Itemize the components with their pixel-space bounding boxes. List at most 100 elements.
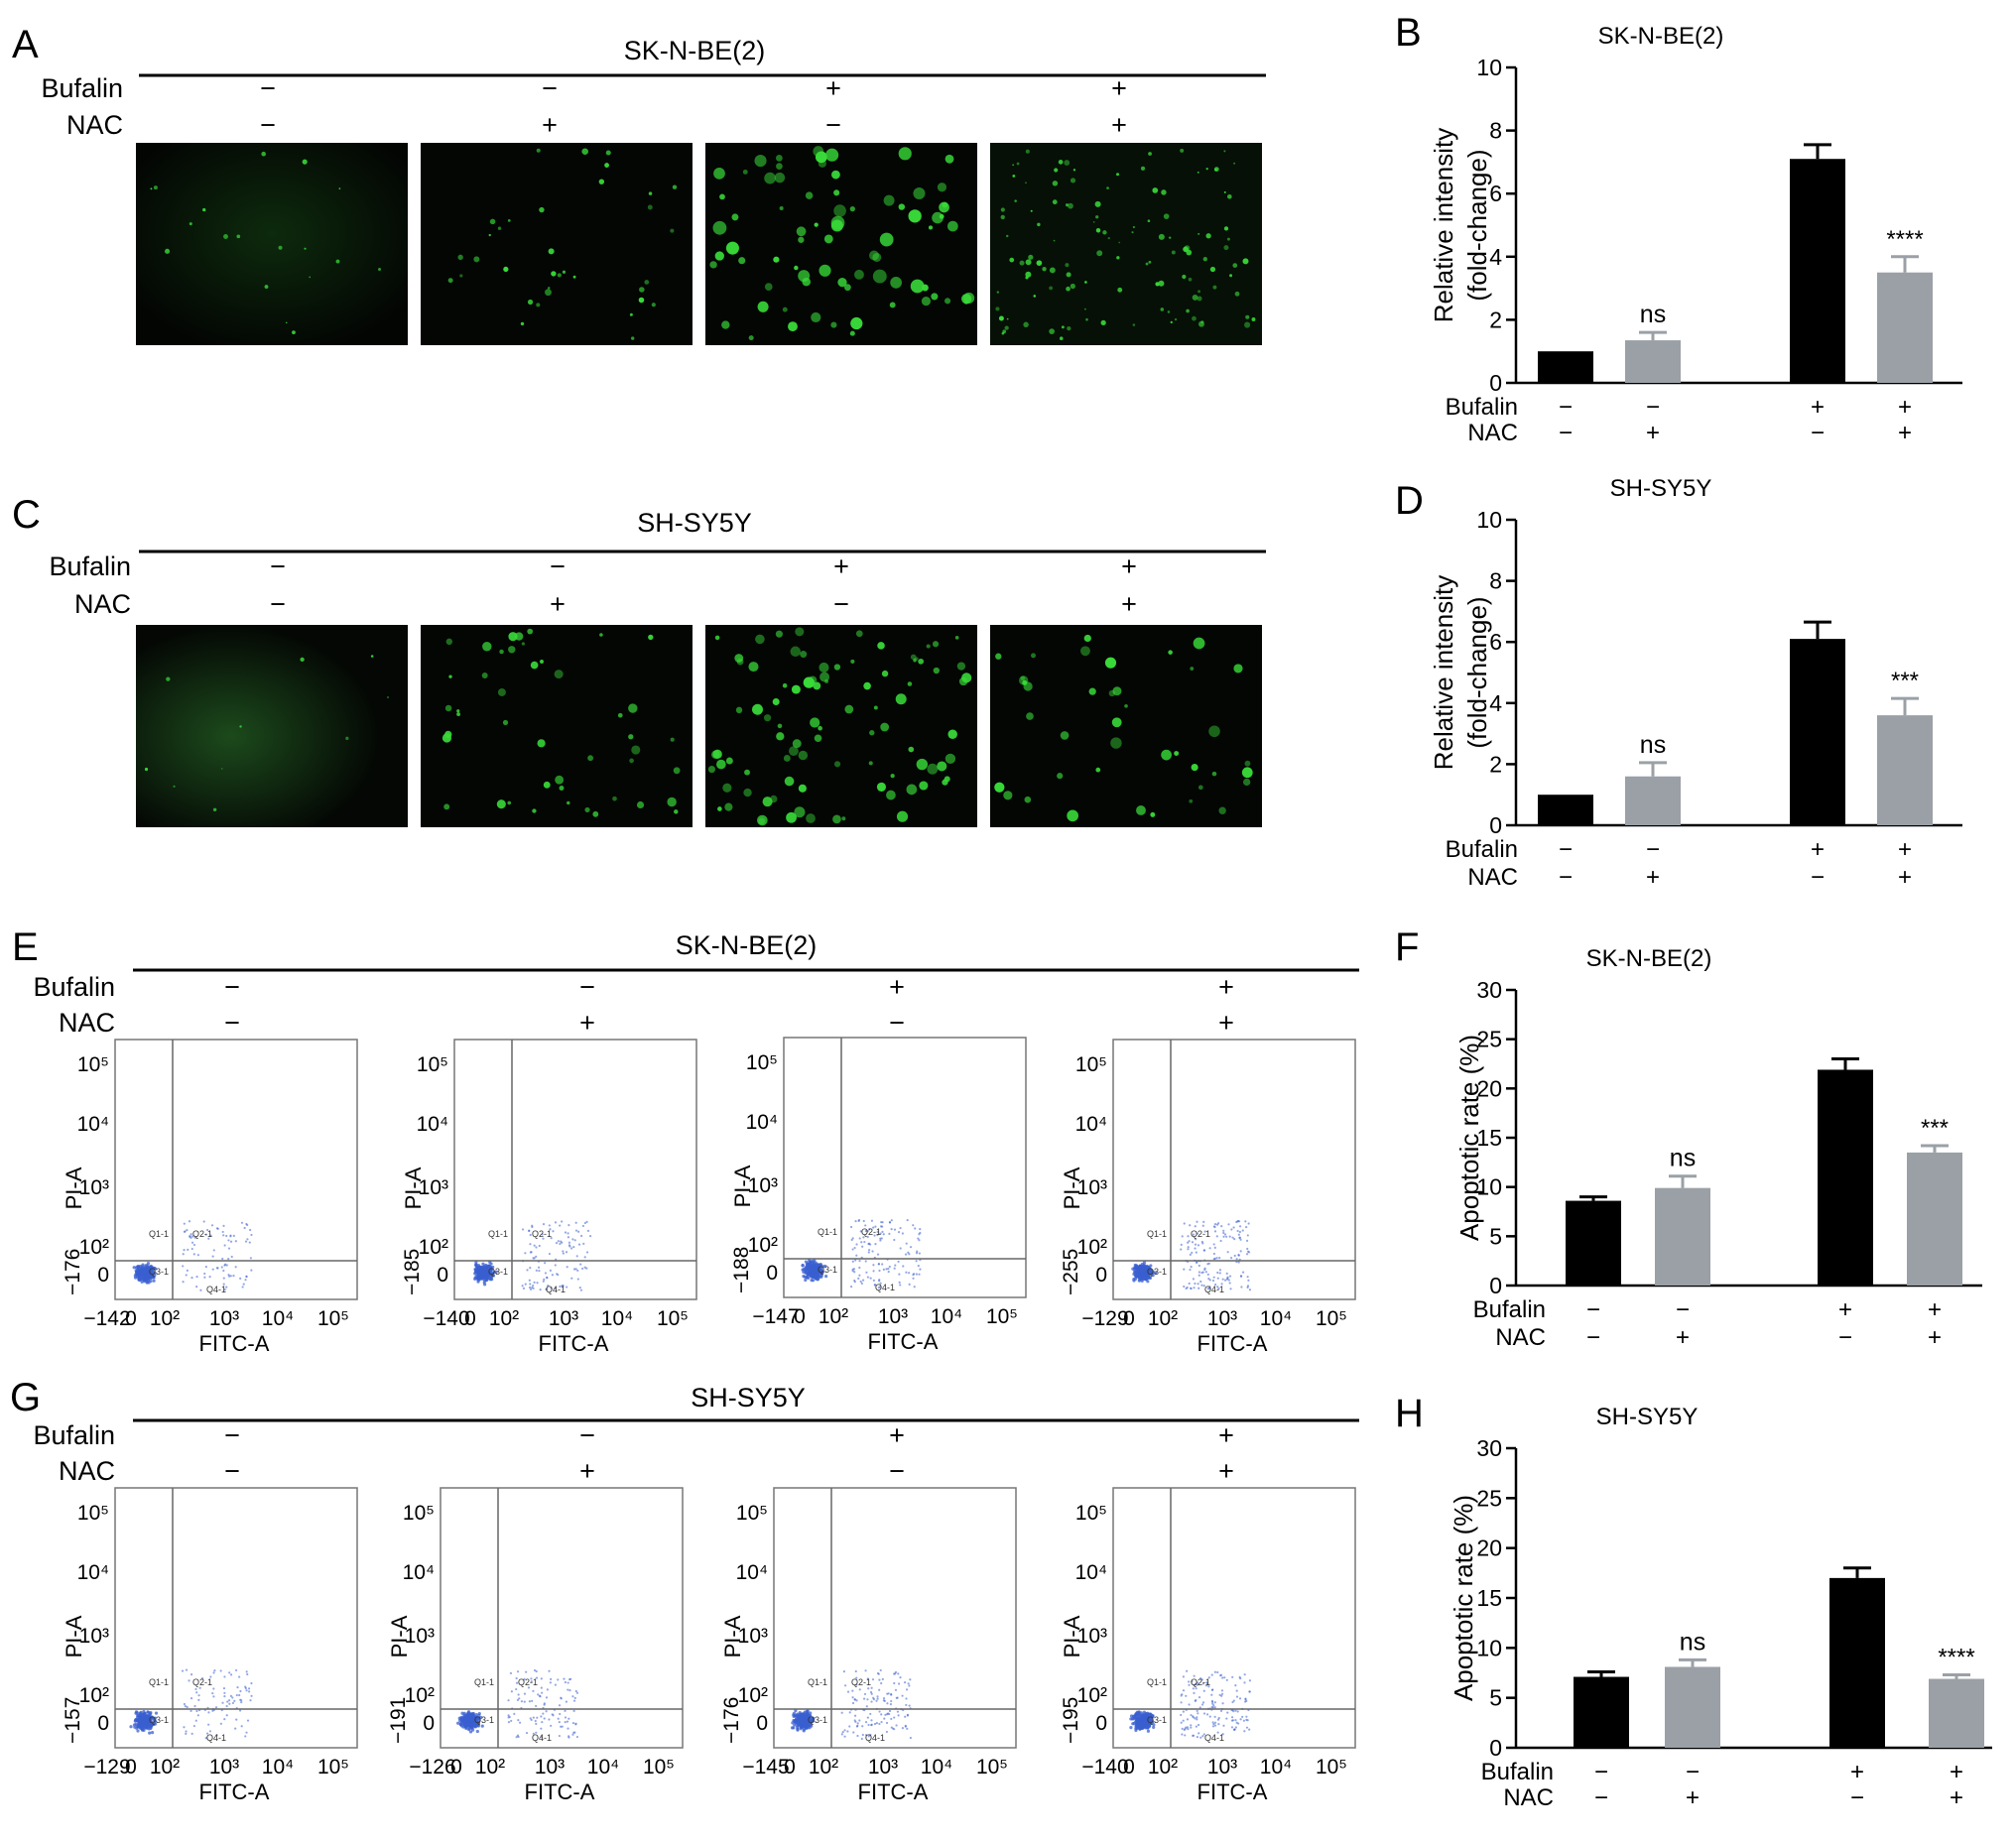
quadrant-label: Q4-1 [875, 1283, 895, 1292]
flow-dot [1136, 1722, 1140, 1727]
chart-nac-sign: − [1594, 1784, 1608, 1811]
fluorescent-spot [1049, 267, 1056, 274]
fluorescent-spot [1229, 274, 1233, 278]
fluorescent-spot [830, 321, 837, 328]
fluorescent-spot [754, 155, 767, 168]
quadrant-label: Q1-1 [818, 1227, 837, 1237]
flow-dot [484, 1279, 488, 1283]
flow-dot [858, 1719, 861, 1722]
y-axis-label: Relative intensity (fold-change) [1429, 575, 1492, 771]
flow-dot [1218, 1257, 1221, 1260]
flow-dot [467, 1727, 471, 1731]
flow-dot [893, 1238, 896, 1242]
flow-dot [195, 1691, 198, 1694]
fluorescent-spot [1223, 245, 1229, 251]
flow-x-tick: 10³ [535, 1756, 565, 1779]
flow-dot [479, 1715, 483, 1720]
flow-dot [227, 1274, 230, 1277]
flow-dot [846, 1730, 849, 1733]
flow-dot [876, 1233, 879, 1237]
flow-dot [1246, 1234, 1249, 1237]
flow-dot [888, 1709, 892, 1713]
flow-dot [855, 1243, 858, 1246]
flow-y-min: −195 [1060, 1697, 1082, 1744]
flow-dot [221, 1701, 224, 1704]
flow-y-axis-label: PI-A [62, 1615, 86, 1657]
flow-dot [567, 1244, 571, 1247]
fluorescent-spot [1213, 168, 1217, 172]
flow-dot [1222, 1231, 1225, 1235]
fluorescent-spot [1208, 725, 1220, 738]
fluorescent-spot [261, 151, 266, 157]
flow-dot [1232, 1728, 1236, 1731]
flow-dot [142, 1709, 146, 1714]
fluorescent-spot [1168, 236, 1172, 239]
fluorescent-spot [508, 632, 518, 642]
fluorescent-spot [631, 745, 641, 755]
flow-dot [542, 1237, 545, 1240]
flow-dot [474, 1713, 478, 1717]
chart-bufalin-label: Bufalin [1473, 1296, 1546, 1323]
flow-x-tick: 10⁴ [921, 1756, 952, 1779]
flow-dot [793, 1720, 798, 1724]
flow-dot [1228, 1235, 1231, 1238]
flow-dot [486, 1274, 490, 1278]
flow-dot [1238, 1697, 1242, 1700]
flow-dot [1188, 1703, 1191, 1706]
fluorescent-spot [508, 646, 516, 654]
flow-dot [869, 1277, 872, 1280]
flow-dot [1180, 1713, 1183, 1717]
quadrant-label: Q1-1 [1147, 1229, 1167, 1239]
fluorescent-spot [445, 638, 453, 646]
flow-dot [565, 1251, 568, 1254]
flow-dot [1239, 1676, 1242, 1680]
flow-dot [1235, 1689, 1238, 1692]
fluorescent-spot [876, 782, 886, 792]
fluorescent-spot [752, 703, 763, 715]
flow-dot [1213, 1670, 1216, 1673]
flow-dot [914, 1227, 917, 1230]
flow-dot [843, 1735, 846, 1738]
flow-dot [185, 1274, 188, 1277]
flow-dot [1206, 1273, 1209, 1276]
flow-dot [532, 1716, 535, 1719]
quadrant-label: Q1-1 [149, 1229, 169, 1239]
flow-dot [1194, 1699, 1197, 1703]
flow-dot [1192, 1687, 1195, 1690]
quadrant-label: Q2-1 [532, 1229, 552, 1239]
y-axis-label: Relative intensity (fold-change) [1429, 128, 1492, 323]
flow-dot [1236, 1710, 1239, 1713]
flow-dot [137, 1720, 141, 1724]
panel-letter-g: G [10, 1376, 41, 1419]
fluorescent-spot [670, 228, 675, 233]
flow-dot [1247, 1279, 1250, 1282]
flow-dot [870, 1219, 874, 1222]
flow-dot [1237, 1233, 1240, 1236]
flow-dot [541, 1720, 544, 1724]
flow-dot [249, 1257, 252, 1260]
sign: + [825, 73, 841, 103]
flow-dot [872, 1264, 875, 1267]
fluorescent-spot [919, 781, 929, 791]
sign: + [833, 552, 849, 581]
flow-dot [145, 1726, 149, 1730]
flow-dots [801, 1218, 922, 1289]
flow-y-min: −176 [62, 1249, 84, 1295]
fluorescent-spot [548, 248, 555, 255]
flow-dot [143, 1718, 148, 1722]
flow-dot [203, 1276, 206, 1279]
fluorescent-spot [786, 811, 797, 823]
flow-dot [1239, 1250, 1242, 1253]
flow-dot [851, 1696, 854, 1699]
flow-dot [861, 1245, 864, 1248]
flow-dot [234, 1240, 237, 1243]
flow-dot [856, 1724, 859, 1727]
chart-bufalin-label: Bufalin [1446, 836, 1518, 863]
flow-dot [212, 1687, 215, 1690]
flow-dot [1200, 1703, 1204, 1706]
flow-dot [1245, 1726, 1249, 1729]
fluorescent-spot [1193, 637, 1205, 650]
flow-dot [905, 1271, 908, 1274]
flow-dot [494, 1270, 498, 1274]
flow-dot [227, 1239, 230, 1242]
